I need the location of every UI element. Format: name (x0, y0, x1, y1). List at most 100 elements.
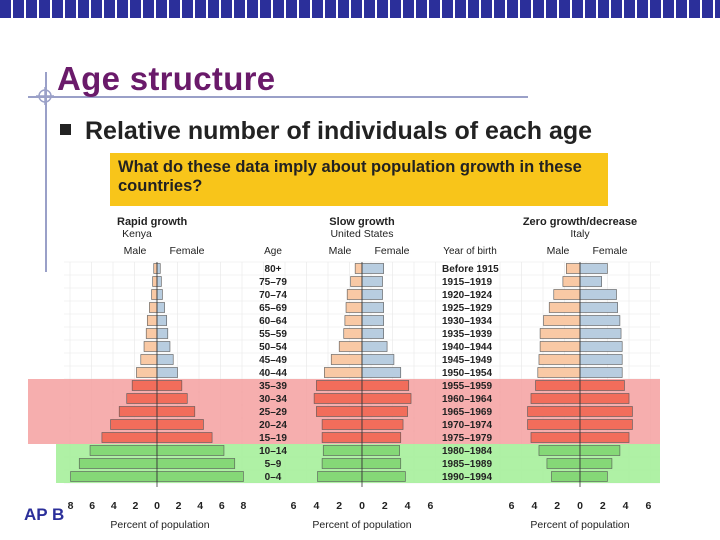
male-bar (538, 445, 581, 456)
female-bar (361, 432, 402, 443)
age-group-label: 65–69 (259, 303, 287, 314)
female-bar (579, 471, 608, 482)
bullet-point: Relative number of individuals of each a… (60, 117, 592, 146)
female-bar (361, 393, 412, 404)
female-bar (579, 341, 623, 352)
female-bar (361, 445, 400, 456)
year-of-birth-label: 1975–1979 (442, 433, 492, 444)
age-group-label: 20–24 (259, 420, 287, 431)
age-group-label: 10–14 (259, 446, 287, 457)
age-group-label: 25–29 (259, 407, 287, 418)
female-bar (361, 406, 408, 417)
female-bar (361, 354, 395, 365)
male-bar (543, 315, 581, 326)
age-group-label: 5–9 (265, 459, 282, 470)
male-label: Male (547, 245, 570, 257)
female-bar (579, 367, 623, 378)
female-bar (361, 341, 388, 352)
female-bar (156, 406, 196, 417)
male-bar (149, 302, 158, 313)
crosshair-icon (36, 87, 54, 105)
x-tick-label: 0 (359, 500, 365, 512)
male-bar (354, 263, 363, 274)
female-bar (361, 315, 384, 326)
male-bar (546, 458, 581, 469)
year-of-birth-label: 1930–1934 (442, 316, 492, 327)
female-bar (579, 276, 602, 287)
female-bar (156, 471, 244, 482)
female-bar (156, 289, 163, 300)
footer-label: AP B (24, 505, 65, 524)
male-bar (140, 354, 158, 365)
male-bar (527, 419, 581, 430)
year-of-birth-label: Before 1915 (442, 264, 499, 275)
male-bar (330, 354, 363, 365)
male-bar (78, 458, 158, 469)
x-axis-label: Percent of population (110, 519, 209, 531)
pyramid-country: Italy (570, 228, 590, 240)
female-bar (579, 380, 625, 391)
male-bar (89, 445, 158, 456)
male-bar (324, 367, 363, 378)
female-bar (361, 302, 384, 313)
age-group-label: 15–19 (259, 433, 287, 444)
x-tick-label: 8 (240, 500, 246, 512)
x-tick-label: 6 (89, 500, 95, 512)
female-bar (361, 471, 406, 482)
female-bar (579, 328, 622, 339)
male-bar (344, 315, 363, 326)
male-bar (152, 276, 158, 287)
year-of-birth-label: 1985–1989 (442, 459, 492, 470)
question-box: What do these data imply about populatio… (110, 153, 608, 206)
male-bar (338, 341, 363, 352)
male-label: Male (329, 245, 352, 257)
pyramid-heading: Rapid growth (117, 216, 188, 228)
x-tick-label: 2 (336, 500, 342, 512)
x-axis-label: Percent of population (312, 519, 411, 531)
x-tick-label: 4 (531, 500, 537, 512)
x-tick-label: 6 (645, 500, 651, 512)
male-bar (537, 367, 581, 378)
male-bar (313, 393, 363, 404)
male-bar (530, 393, 581, 404)
male-bar (321, 458, 363, 469)
female-bar (156, 276, 162, 287)
male-bar (151, 289, 158, 300)
female-bar (579, 419, 633, 430)
year-of-birth-label: 1925–1929 (442, 303, 492, 314)
male-bar (553, 289, 581, 300)
female-bar (156, 341, 171, 352)
female-bar (361, 289, 383, 300)
male-bar (317, 471, 363, 482)
male-bar (530, 432, 581, 443)
age-group-label: 70–74 (259, 290, 287, 301)
male-bar (350, 276, 363, 287)
year-of-birth-label: 1920–1924 (442, 290, 492, 301)
female-bar (156, 328, 169, 339)
x-tick-label: 4 (197, 500, 203, 512)
year-of-birth-label: 1945–1949 (442, 355, 492, 366)
female-bar (579, 432, 630, 443)
x-tick-label: 2 (176, 500, 182, 512)
x-tick-label: 6 (291, 500, 297, 512)
female-bar (579, 458, 613, 469)
male-bar (538, 354, 581, 365)
x-tick-label: 6 (219, 500, 225, 512)
bullet-square-icon (60, 123, 71, 135)
male-bar (345, 302, 363, 313)
male-label: Male (124, 245, 147, 257)
male-bar (131, 380, 158, 391)
female-bar (361, 263, 384, 274)
female-bar (579, 445, 621, 456)
female-bar (579, 406, 633, 417)
female-label: Female (592, 245, 627, 257)
male-bar (527, 406, 581, 417)
male-bar (101, 432, 158, 443)
x-tick-label: 0 (154, 500, 160, 512)
male-bar (343, 328, 363, 339)
year-of-birth-label: 1940–1944 (442, 342, 492, 353)
male-bar (143, 341, 158, 352)
male-bar (566, 263, 581, 274)
x-tick-label: 4 (405, 500, 411, 512)
female-bar (156, 315, 168, 326)
